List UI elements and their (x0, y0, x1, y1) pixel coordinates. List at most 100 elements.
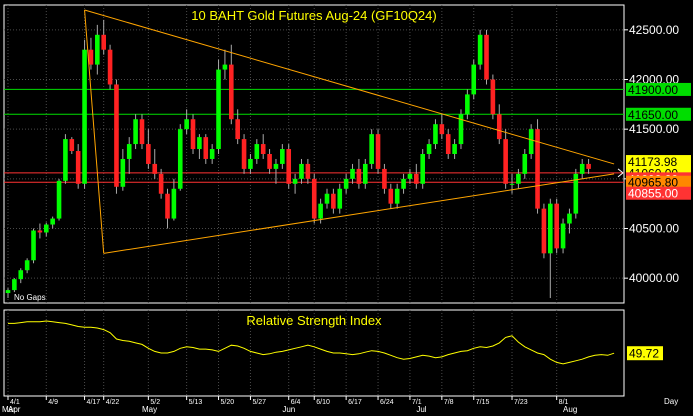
candle-body (356, 168, 362, 184)
candle-body (362, 163, 368, 184)
candle-body (18, 270, 24, 280)
price-badge-bg (626, 186, 691, 200)
price-badge-label: 41650.00 (628, 108, 678, 122)
price-badge-bg (626, 107, 691, 121)
candle-body (126, 144, 132, 159)
candle-body (260, 144, 266, 154)
candle-body (273, 163, 279, 169)
candle-body (133, 119, 138, 145)
candle-body (165, 193, 170, 219)
rsi-panel: Relative Strength Index 49.72 (3, 309, 663, 397)
candle-body (158, 173, 164, 194)
x-month-label: Apr (8, 405, 21, 414)
price-badge-bg (626, 155, 691, 169)
x-month-label: Jun (282, 405, 295, 414)
y-tick-label: 42500.00 (629, 23, 679, 37)
candle-body (216, 69, 221, 150)
candle-body (343, 178, 349, 189)
candle-body (305, 163, 311, 179)
candle-body (458, 114, 464, 145)
candle-body (407, 173, 413, 179)
x-day-label: 4/17 (87, 399, 101, 406)
x-axis-unit-label: Day (664, 397, 678, 406)
candle-body (516, 173, 521, 184)
candle-body (197, 137, 202, 150)
candle-body (369, 134, 374, 164)
candle-body (401, 178, 406, 189)
candle-body (177, 129, 183, 189)
candle-body (209, 149, 215, 159)
candle-body (299, 163, 304, 179)
candle-body (50, 218, 55, 225)
candle-body (248, 158, 253, 169)
candle-body (63, 139, 68, 181)
x-month-label: Jul (416, 405, 426, 414)
candle-body (88, 49, 94, 65)
candle-body (548, 203, 553, 254)
candle-body (324, 193, 330, 204)
rsi-value-badge-label: 49.72 (629, 347, 659, 361)
candle-body (254, 144, 260, 159)
candle-body (496, 114, 502, 140)
trend-line-upper (84, 9, 615, 165)
candle-body (37, 230, 43, 233)
candle-body (43, 224, 49, 233)
x-day-label: 6/10 (316, 399, 330, 406)
x-day-label: 5/13 (189, 399, 203, 406)
candle-body (433, 124, 438, 145)
x-day-label: 5/2 (150, 399, 160, 406)
candle-body (203, 137, 209, 159)
x-day-label: 4/9 (48, 399, 58, 406)
x-day-label: 8/1 (559, 399, 569, 406)
candle-body (280, 149, 285, 164)
candle-body (560, 223, 566, 249)
candle-body (75, 151, 81, 184)
candle-body (382, 168, 387, 189)
x-day-label: 5/20 (221, 399, 235, 406)
x-day-label: 7/15 (476, 399, 490, 406)
candle-body (107, 49, 113, 85)
price-badge-label: 41900.00 (628, 83, 678, 97)
candle-body (490, 79, 496, 115)
y-tick-label: 40000.00 (629, 271, 679, 285)
candle-body (286, 149, 292, 184)
chart-title: 10 BAHT Gold Futures Aug-24 (GF10Q24) (191, 8, 436, 23)
price-badge: 41900.00 (626, 82, 691, 97)
trend-line-vertical (84, 9, 105, 254)
candle-body (567, 213, 572, 224)
price-badge: 41650.00 (626, 107, 691, 122)
candle-body (222, 64, 228, 70)
candle-body (484, 34, 489, 80)
y-tick-label: 40500.00 (629, 222, 679, 236)
x-axis: 4/1 4/9 4/17 4/22 5/2 5/13 5/20 5/27 6/4 6/10 6/17… (2, 395, 678, 414)
x-day-label: 4/22 (106, 399, 120, 406)
rsi-line (8, 320, 615, 365)
candle-body (235, 119, 240, 140)
candle-body (350, 168, 355, 179)
candle-body (82, 49, 87, 184)
candle-body (311, 178, 317, 219)
rsi-value-badge-bg (627, 346, 663, 361)
trend-line-lower (103, 173, 615, 254)
price-badge-label: 41173.98 (628, 155, 677, 169)
candle-body (586, 163, 591, 169)
y-tick-label: 41500.00 (629, 122, 679, 136)
candle-body (114, 84, 119, 187)
candle-body (394, 188, 400, 204)
candle-body (541, 208, 547, 254)
candle-body (120, 158, 126, 187)
price-badge: 40855.00 (626, 186, 691, 201)
x-day-label: 6/17 (348, 399, 362, 406)
candle-body (528, 129, 534, 154)
candle-body (420, 154, 425, 184)
candle-body (318, 203, 323, 219)
no-gaps-note: No Gaps (14, 293, 46, 302)
candle-body (452, 144, 457, 154)
x-day-label: 7/1 (412, 399, 422, 406)
price-badge: 40965.80 (626, 175, 691, 190)
candle-body (331, 193, 336, 209)
x-day-label: 7/8 (444, 399, 454, 406)
candle-body (292, 178, 298, 184)
candle-body (31, 230, 36, 261)
